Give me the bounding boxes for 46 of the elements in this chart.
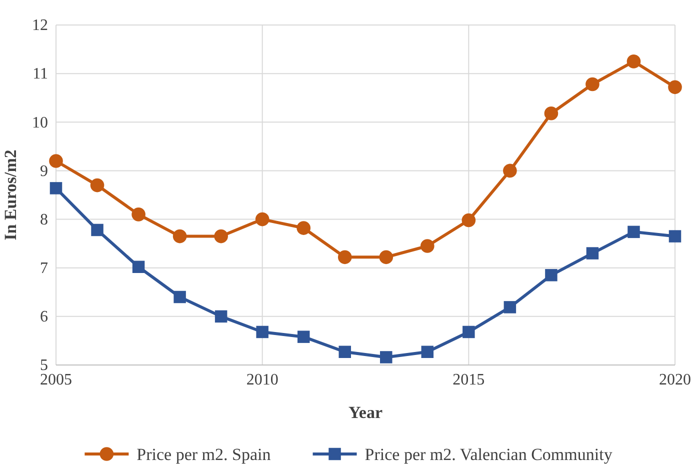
point bbox=[380, 351, 392, 364]
point bbox=[668, 230, 682, 242]
y-axis-title: In Euros/m2 bbox=[1, 150, 20, 240]
point bbox=[174, 290, 186, 304]
y-tick-label: 8 bbox=[40, 211, 48, 228]
point bbox=[255, 212, 270, 226]
point bbox=[338, 250, 352, 264]
point bbox=[297, 330, 310, 343]
point bbox=[462, 326, 475, 338]
point bbox=[586, 247, 599, 260]
legend-label: Price per m2. Valencian Community bbox=[364, 445, 613, 464]
point bbox=[49, 154, 63, 168]
point bbox=[626, 54, 641, 68]
x-tick-label: 2010 bbox=[246, 371, 278, 388]
point bbox=[214, 229, 228, 244]
legend-label: Price per m2. Spain bbox=[136, 445, 272, 464]
point bbox=[379, 250, 394, 264]
y-tick-label: 10 bbox=[32, 114, 48, 132]
point bbox=[503, 164, 517, 178]
point bbox=[214, 310, 228, 323]
point bbox=[545, 269, 558, 282]
y-tick-label: 9 bbox=[40, 162, 48, 180]
point bbox=[296, 221, 311, 235]
point bbox=[504, 301, 516, 314]
point bbox=[91, 224, 104, 236]
point bbox=[628, 226, 640, 238]
point bbox=[338, 346, 351, 358]
point bbox=[172, 229, 187, 244]
y-tick-label: 11 bbox=[32, 66, 48, 83]
x-axis-title: Year bbox=[348, 403, 383, 422]
x-tick-label: 2020 bbox=[659, 371, 691, 388]
point bbox=[544, 106, 558, 120]
point bbox=[421, 346, 434, 358]
point bbox=[586, 77, 600, 92]
point bbox=[256, 326, 268, 338]
y-tick-label: 12 bbox=[32, 17, 48, 34]
y-tick-label: 6 bbox=[40, 308, 48, 326]
point bbox=[462, 213, 476, 228]
point bbox=[668, 80, 682, 94]
point bbox=[50, 182, 62, 194]
point bbox=[132, 208, 146, 222]
y-tick-label: 7 bbox=[40, 260, 48, 277]
point bbox=[420, 239, 434, 253]
point bbox=[90, 178, 104, 192]
x-tick-label: 2015 bbox=[452, 371, 485, 388]
point bbox=[132, 260, 145, 274]
